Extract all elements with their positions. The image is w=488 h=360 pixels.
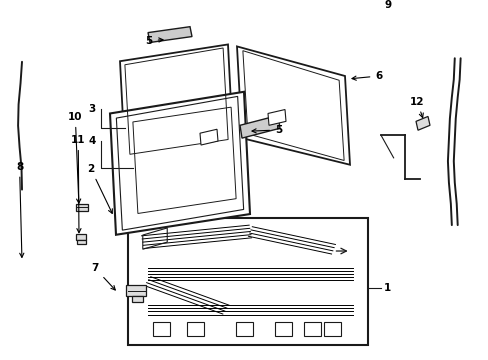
- Bar: [152, 322, 169, 336]
- Text: 9: 9: [383, 0, 390, 10]
- Bar: [76, 204, 88, 211]
- Text: 1: 1: [383, 283, 390, 293]
- Text: 12: 12: [409, 96, 424, 118]
- Bar: [235, 322, 252, 336]
- Text: 7: 7: [91, 264, 115, 290]
- Polygon shape: [267, 109, 285, 125]
- Bar: [76, 234, 86, 239]
- Text: 8: 8: [16, 162, 24, 257]
- Text: 3: 3: [88, 104, 96, 114]
- Bar: [304, 322, 321, 336]
- Polygon shape: [415, 116, 429, 130]
- Text: 5: 5: [145, 36, 163, 45]
- Polygon shape: [200, 129, 218, 145]
- Text: 5: 5: [251, 125, 282, 135]
- Bar: [128, 218, 367, 345]
- Text: 6: 6: [351, 71, 382, 81]
- Text: 4: 4: [88, 136, 96, 146]
- Polygon shape: [240, 116, 280, 138]
- Polygon shape: [148, 27, 192, 42]
- Polygon shape: [237, 46, 349, 165]
- Polygon shape: [120, 44, 232, 158]
- Bar: [274, 322, 291, 336]
- Bar: [132, 296, 143, 302]
- Bar: [77, 239, 86, 244]
- Bar: [186, 322, 203, 336]
- Text: 10: 10: [68, 112, 82, 203]
- Bar: [126, 285, 145, 297]
- Polygon shape: [110, 92, 249, 235]
- Text: 11: 11: [71, 135, 85, 233]
- Text: 2: 2: [87, 164, 112, 213]
- Bar: [323, 322, 340, 336]
- Polygon shape: [128, 104, 241, 217]
